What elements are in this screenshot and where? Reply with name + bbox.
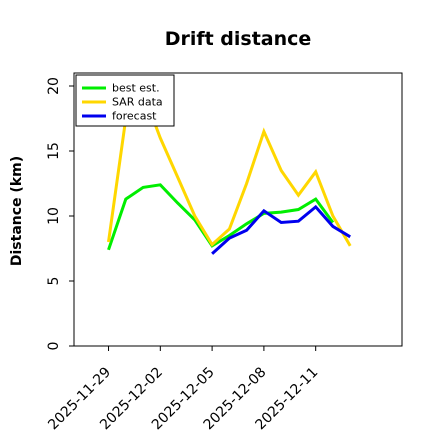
y-tick-label-4: 20 — [46, 77, 62, 95]
series-line-2 — [211, 204, 351, 255]
plot-frame — [73, 72, 403, 347]
chart-title: Drift distance — [165, 28, 312, 50]
y-tick-label-0: 0 — [46, 342, 62, 351]
axis-layer: 051015202025-11-292025-12-022025-12-0520… — [45, 77, 321, 433]
series-line-0 — [107, 183, 335, 251]
y-tick-label-2: 10 — [46, 207, 62, 225]
y-tick-label-1: 5 — [46, 277, 62, 286]
legend-label-2: forecast — [112, 110, 157, 123]
y-tick-label-3: 15 — [46, 142, 62, 160]
legend-label-1: SAR data — [112, 96, 163, 109]
legend-label-0: best est. — [112, 82, 160, 95]
y-axis-label: Distance (km) — [9, 156, 25, 266]
